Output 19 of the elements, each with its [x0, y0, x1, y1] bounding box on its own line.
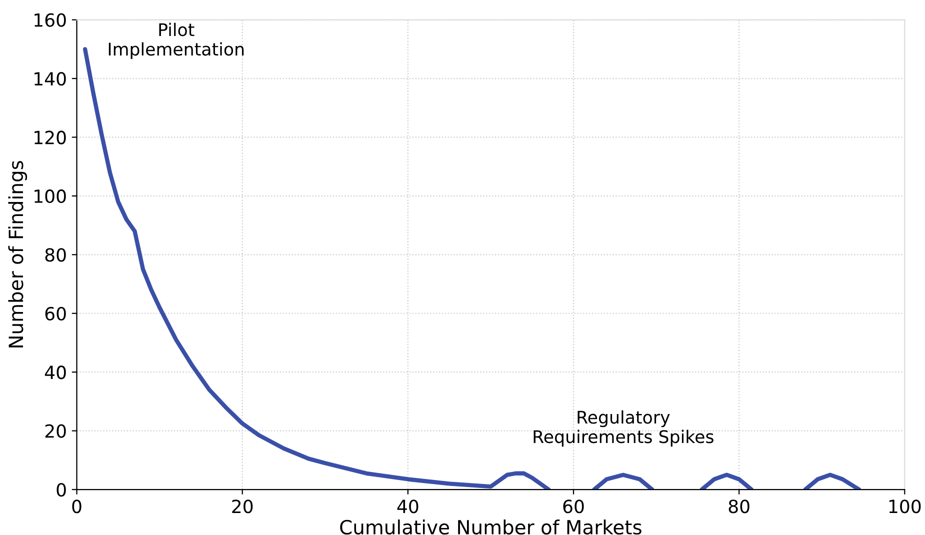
x-tick-label: 100 [889, 500, 921, 514]
x-tick-label: 20 [232, 500, 253, 514]
y-tick-label: 20 [45, 424, 66, 438]
y-tick-label: 40 [44, 366, 66, 380]
y-tick-label: 120 [34, 130, 66, 144]
x-tick-label: 60 [563, 500, 584, 514]
y-tick-label: 60 [45, 306, 66, 320]
y-tick-label: 140 [34, 72, 66, 86]
y-tick-label: 160 [34, 13, 66, 27]
annotation: Regulatory Requirements Spikes [534, 410, 714, 447]
x-tick-label: 40 [397, 500, 418, 514]
y-tick-label: 100 [34, 189, 66, 204]
y-tick-label: 80 [45, 248, 66, 262]
y-tick-label: 0 [56, 482, 66, 497]
x-tick-label: 80 [728, 500, 750, 514]
x-axis-title: Cumulative Number of Markets [340, 520, 642, 535]
annotation: Pilot Implementation [108, 22, 244, 60]
y-axis-title: Number of Findings [8, 160, 28, 348]
x-tick-label: 0 [72, 500, 82, 514]
